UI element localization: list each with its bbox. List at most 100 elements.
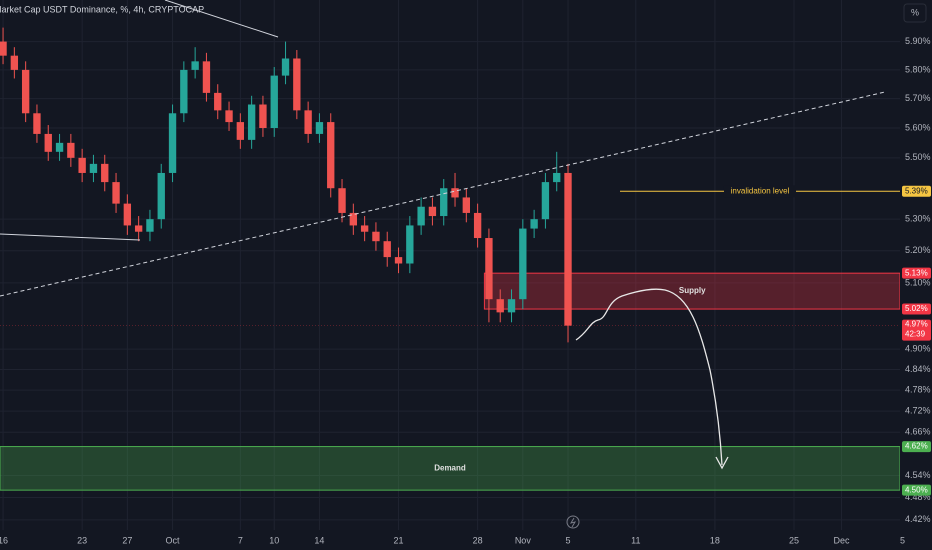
x-tick-label: 21 bbox=[394, 535, 404, 545]
candle-body bbox=[78, 157, 86, 173]
candle-body bbox=[0, 41, 7, 56]
scale-button-label: % bbox=[911, 7, 919, 17]
candle-body bbox=[417, 206, 425, 226]
candle-body bbox=[394, 257, 403, 264]
y-tick-label: 4.42% bbox=[905, 514, 931, 524]
event-icon-bolt bbox=[569, 517, 577, 528]
y-tick-label: 4.54% bbox=[905, 470, 931, 480]
candle-body bbox=[202, 61, 211, 93]
scale-button[interactable] bbox=[903, 3, 927, 23]
candle-body bbox=[440, 188, 448, 217]
x-tick-label: 25 bbox=[789, 535, 799, 545]
price-tag bbox=[902, 319, 931, 341]
candle-body bbox=[428, 206, 437, 217]
x-tick-label: 11 bbox=[631, 535, 640, 545]
candle-body bbox=[270, 75, 278, 128]
candle-body bbox=[496, 299, 504, 313]
price-tag-label: 4.62% bbox=[905, 442, 928, 451]
x-tick-label: 18 bbox=[710, 535, 720, 545]
price-tag-label: 4.50% bbox=[905, 485, 928, 494]
y-tick-label: 5.90% bbox=[905, 36, 931, 46]
zone-label: Supply bbox=[679, 286, 706, 295]
candle-body bbox=[180, 69, 188, 114]
candle-body bbox=[315, 122, 324, 134]
x-tick-label: 16 bbox=[0, 535, 8, 545]
y-tick-label: 4.78% bbox=[905, 385, 931, 395]
candle-body bbox=[473, 212, 482, 239]
candle-body bbox=[293, 58, 301, 111]
price-tag bbox=[902, 484, 931, 496]
grid bbox=[0, 0, 903, 530]
price-tag bbox=[902, 441, 931, 453]
y-tick-label: 5.30% bbox=[905, 214, 931, 224]
x-tick-label: 14 bbox=[314, 535, 324, 545]
x-tick-label: 5 bbox=[900, 535, 905, 545]
projection-arrow bbox=[715, 456, 729, 470]
dashed-trend-line bbox=[0, 91, 886, 297]
candle-body bbox=[507, 299, 516, 313]
x-tick-label: 23 bbox=[77, 535, 87, 545]
candle-body bbox=[451, 188, 459, 198]
candle-body bbox=[214, 92, 222, 111]
zone bbox=[0, 446, 901, 491]
x-tick-label: Nov bbox=[515, 535, 532, 545]
candle-body bbox=[44, 133, 52, 152]
candle-body bbox=[225, 110, 233, 123]
candle-body bbox=[553, 172, 561, 183]
zones: Supply Demand invalidation level bbox=[0, 185, 901, 491]
zone-label: Demand bbox=[434, 463, 466, 472]
candle-body bbox=[383, 241, 391, 258]
x-tick-label: 28 bbox=[473, 535, 483, 545]
candle-body bbox=[530, 219, 538, 229]
candle-body bbox=[101, 163, 109, 183]
candle-body bbox=[360, 225, 369, 232]
candle-body bbox=[21, 69, 30, 114]
y-tick-label: 4.72% bbox=[905, 405, 931, 415]
y-tick-label: 5.10% bbox=[905, 277, 931, 287]
projection-curve bbox=[575, 288, 723, 466]
price-tag-label: 4.97% bbox=[905, 320, 928, 329]
candle-body bbox=[168, 113, 177, 173]
zone bbox=[483, 272, 901, 310]
candle-body bbox=[564, 172, 572, 326]
candle-body bbox=[541, 182, 550, 220]
chart-title: Market Cap USDT Dominance, %, 4h, CRYPTO… bbox=[0, 4, 204, 14]
x-tick-label: Oct bbox=[166, 535, 181, 545]
candle-body bbox=[327, 122, 335, 189]
price-tag bbox=[902, 185, 931, 197]
candle-body bbox=[134, 225, 143, 232]
invalidation-label-bg bbox=[723, 185, 796, 198]
x-tick-label: Dec bbox=[833, 535, 850, 545]
candle-body bbox=[10, 55, 19, 70]
trend-line bbox=[0, 233, 141, 241]
candle-body bbox=[146, 219, 154, 232]
trend-line bbox=[164, 0, 279, 38]
candle-body bbox=[485, 238, 493, 300]
candle-body bbox=[519, 228, 527, 300]
candle-body bbox=[123, 203, 132, 226]
candle-body bbox=[259, 104, 267, 128]
candle-body bbox=[33, 113, 41, 134]
x-tick-label: 5 bbox=[566, 535, 571, 545]
candle-body bbox=[462, 197, 470, 213]
price-tag bbox=[902, 303, 931, 315]
candle-body bbox=[55, 142, 64, 152]
y-tick-label: 4.90% bbox=[905, 344, 931, 354]
y-tick-label: 5.70% bbox=[905, 93, 931, 103]
axis-labels: 5.90% 5.80% 5.70% 5.60% 5.50% 5.30% 5.20% 5.10%… bbox=[0, 36, 931, 545]
candle-body bbox=[236, 122, 245, 140]
price-tags: 5.13% 5.02% 4.62% 4.50% 5.39% 4.97%42:39 bbox=[902, 185, 931, 496]
candle-body bbox=[191, 61, 199, 70]
candle-body bbox=[349, 212, 358, 226]
candle-body bbox=[157, 172, 165, 220]
event-icon[interactable] bbox=[566, 515, 580, 529]
y-tick-label: 4.48% bbox=[905, 492, 931, 502]
candle-body bbox=[304, 110, 312, 134]
y-tick-label: 5.80% bbox=[905, 64, 931, 74]
price-tag bbox=[902, 267, 931, 279]
countdown-label: 42:39 bbox=[905, 330, 926, 339]
price-tag-label: 5.39% bbox=[905, 186, 928, 195]
